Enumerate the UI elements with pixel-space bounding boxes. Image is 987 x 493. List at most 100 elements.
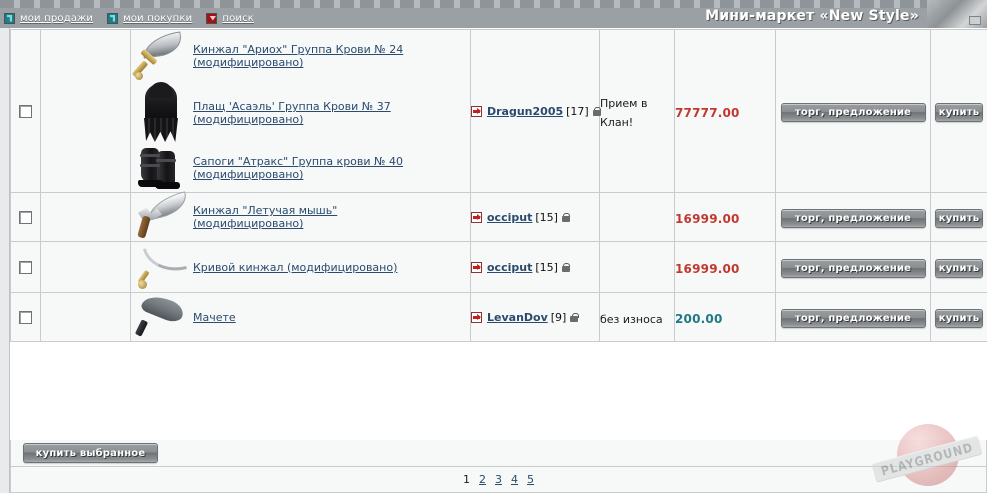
item-link[interactable]: Сапоги "Атракс" Группа крови № 40 (модиф…: [193, 155, 403, 181]
lock-icon: [592, 106, 602, 116]
item-link[interactable]: Кинжал "Ариох" Группа Крови № 24 (модифи…: [193, 43, 404, 69]
row-seller-cell: Dragun2005 [17]: [470, 29, 602, 193]
item-link[interactable]: Мачете: [193, 310, 236, 324]
table-row: Кинжал "Ариох" Группа Крови № 24 (модифи…: [10, 29, 987, 193]
nav-item-my-sales[interactable]: мои продажи: [4, 12, 94, 24]
row-seller-cell: occiput [15]: [470, 241, 600, 293]
row-checkbox-cell: [10, 292, 41, 342]
row-spacer-cell: [40, 241, 131, 293]
seller-level: [15]: [535, 210, 558, 224]
seller-level: [15]: [535, 260, 558, 274]
seller-level: [9]: [550, 310, 567, 324]
list-item: Кривой кинжал (модифицировано): [131, 239, 470, 292]
header-photo-decoration: [927, 0, 987, 28]
table-row: Кривой кинжал (модифицировано) occiput […: [10, 239, 987, 293]
row-seller-cell: occiput [15]: [470, 192, 600, 242]
nav-item-search[interactable]: поиск: [206, 12, 254, 24]
seller-link[interactable]: Dragun2005: [487, 104, 564, 118]
item-link[interactable]: Плащ 'Асаэль' Группа Крови № 37 (модифиц…: [193, 100, 391, 126]
list-item: Кинжал "Ариох" Группа Крови № 24 (модифи…: [131, 30, 470, 82]
buy-button[interactable]: купить: [935, 259, 983, 278]
header-dash-pattern: [0, 0, 987, 8]
row-price: 77777.00: [675, 105, 740, 120]
row-buy-cell: купить: [930, 292, 987, 342]
row-checkbox[interactable]: [19, 260, 32, 274]
page-4[interactable]: 4: [511, 473, 518, 486]
nav-item-my-purchases[interactable]: мои покупки: [107, 12, 193, 24]
row-price: 16999.00: [675, 261, 740, 276]
row-bargain-cell: торг, предложение: [775, 241, 931, 293]
row-note-cell: [599, 192, 675, 242]
table-row: Кинжал "Летучая мышь" (модифицировано) o…: [10, 191, 987, 242]
page-title: Мини-маркет «New Style»: [705, 8, 919, 24]
page-1: 1: [463, 473, 470, 486]
bargain-offer-button[interactable]: торг, предложение: [780, 309, 926, 328]
seller-level: [17]: [566, 104, 589, 118]
page-2[interactable]: 2: [479, 473, 486, 486]
table-row: Мачете LevanDov [9] без износа 200.00: [10, 290, 987, 342]
row-buy-cell: купить: [930, 29, 987, 193]
buy-button[interactable]: купить: [935, 103, 983, 122]
top-navigation: мои продажи мои покупки поиск: [4, 10, 268, 26]
row-note-cell: Прием в Клан!: [599, 29, 675, 193]
row-price: 200.00: [675, 311, 723, 326]
item-sprite-machete: [131, 290, 193, 340]
market-items-table: Кинжал "Ариох" Группа Крови № 24 (модифи…: [10, 29, 987, 342]
top-header-bar: мои продажи мои покупки поиск Мини-марке…: [0, 0, 987, 28]
page-icon: [107, 12, 119, 24]
seller-link[interactable]: occiput: [487, 260, 533, 274]
bargain-offer-button[interactable]: торг, предложение: [780, 259, 926, 278]
row-price: 16999.00: [675, 211, 740, 226]
row-checkbox-cell: [10, 192, 41, 242]
row-note: без износа: [600, 312, 663, 326]
search-icon: [206, 12, 218, 24]
item-sprite-dagger-curved: [131, 239, 193, 292]
row-bargain-cell: торг, предложение: [775, 29, 931, 193]
nav-label-my-purchases: мои покупки: [123, 12, 193, 24]
seller-link[interactable]: LevanDov: [487, 310, 548, 324]
buy-selected-button[interactable]: купить выбранное: [23, 443, 158, 463]
row-seller-cell: LevanDov [9]: [470, 292, 600, 342]
buy-button[interactable]: купить: [935, 209, 983, 228]
left-rail: [0, 28, 10, 493]
item-sprite-dagger-bat: [131, 191, 193, 240]
row-items-cell: Кривой кинжал (модифицировано): [130, 239, 471, 293]
row-items-cell: Кинжал "Летучая мышь" (модифицировано): [130, 191, 471, 242]
row-spacer-cell: [40, 29, 131, 193]
row-note-cell: [599, 241, 675, 293]
row-spacer-cell: [40, 192, 131, 242]
row-price-cell: 16999.00: [674, 192, 776, 242]
lock-icon: [561, 262, 571, 272]
pagination: 1 2 3 4 5: [10, 467, 987, 493]
bargain-offer-button[interactable]: торг, предложение: [780, 103, 926, 122]
row-price-cell: 16999.00: [674, 241, 776, 293]
list-item: Сапоги "Атракс" Группа крови № 40 (модиф…: [131, 144, 470, 192]
page-3[interactable]: 3: [495, 473, 502, 486]
bargain-offer-button[interactable]: торг, предложение: [780, 209, 926, 228]
row-checkbox[interactable]: [19, 104, 32, 118]
row-checkbox-cell: [10, 29, 41, 193]
row-bargain-cell: торг, предложение: [775, 292, 931, 342]
item-link[interactable]: Кинжал "Летучая мышь" (модифицировано): [193, 204, 338, 230]
nav-label-my-sales: мои продажи: [20, 12, 94, 24]
row-items-cell: Мачете: [130, 290, 471, 342]
row-buy-cell: купить: [930, 192, 987, 242]
buy-selected-bar: купить выбранное: [10, 440, 987, 467]
row-price-cell: 77777.00: [674, 29, 776, 193]
item-link[interactable]: Кривой кинжал (модифицировано): [193, 260, 398, 274]
row-checkbox-cell: [10, 241, 41, 293]
page-5[interactable]: 5: [527, 473, 534, 486]
arrow-right-icon: [471, 211, 482, 223]
row-checkbox[interactable]: [19, 310, 32, 324]
item-sprite-dagger-ariokh: [131, 30, 193, 82]
row-checkbox[interactable]: [19, 210, 32, 224]
row-note-cell: без износа: [599, 292, 675, 342]
list-item: Мачете: [131, 290, 470, 341]
row-items-cell: Кинжал "Ариох" Группа Крови № 24 (модифи…: [130, 29, 471, 193]
seller-link[interactable]: occiput: [487, 210, 533, 224]
page-icon: [4, 12, 15, 24]
buy-button[interactable]: купить: [935, 309, 983, 328]
arrow-right-icon: [471, 261, 482, 273]
list-item: Кинжал "Летучая мышь" (модифицировано): [131, 191, 470, 241]
